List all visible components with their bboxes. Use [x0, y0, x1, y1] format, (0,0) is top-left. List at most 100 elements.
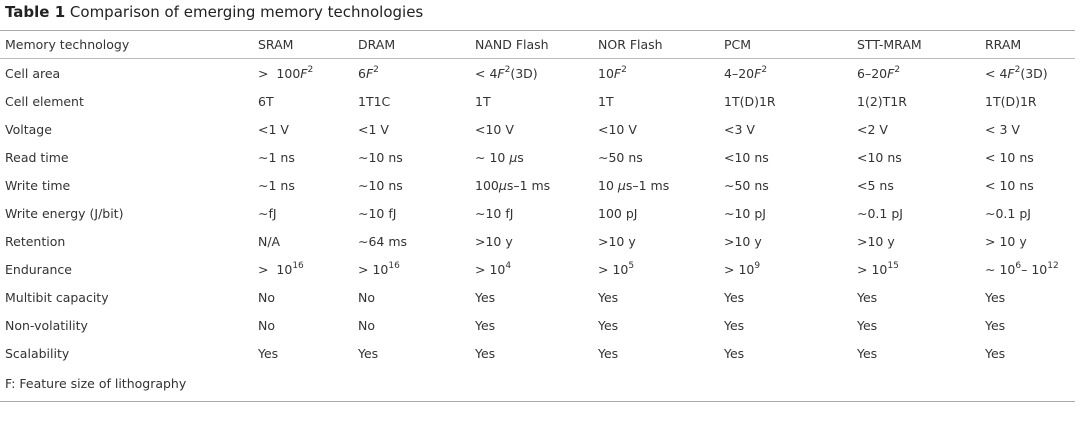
table-cell: >10 y [593, 227, 719, 255]
cell-text: 2 [621, 64, 627, 75]
cell-text: 1T(D)1R [724, 93, 776, 109]
cell-text: 5 [628, 260, 635, 271]
cell-text: >10 y [857, 233, 895, 249]
table-cell: Yes [852, 339, 980, 367]
table-label: Table 1 [5, 3, 66, 21]
table-cell: ∼1 ns [253, 143, 353, 171]
cell-text: 2 [307, 64, 314, 75]
table-cell: ∼10 fJ [353, 199, 470, 227]
cell-text: 15 [887, 260, 899, 271]
cell-text: 100 [475, 177, 499, 193]
table-cell: ∼ 106– 1012 [980, 255, 1075, 283]
cell-text: <1 V [258, 121, 289, 137]
cell-text: F [300, 65, 308, 81]
table-cell: 1T [593, 87, 719, 115]
cell-text: ∼64 ms [358, 233, 408, 249]
table-cell: 6T [253, 87, 353, 115]
cell-text: Yes [985, 289, 1006, 305]
table-cell: <10 V [593, 115, 719, 143]
cell-text: 16 [292, 260, 304, 271]
cell-text: Yes [598, 289, 619, 305]
table-cell: ∼50 ns [719, 171, 852, 199]
cell-text: F [365, 65, 374, 81]
table-cell: 1T(D)1R [719, 87, 852, 115]
cell-text: 2 [761, 64, 768, 75]
cell-text: No [358, 317, 375, 333]
table-row: Write time ∼1 ns ∼10 ns 100μs–1 ms 10 μs–1 m… [0, 171, 1075, 199]
cell-text: ∼50 ns [724, 177, 769, 193]
table-cell: Yes [593, 311, 719, 339]
cell-text: ∼10 fJ [475, 205, 514, 221]
cell-text: No [258, 289, 275, 305]
cell-text: 2 [504, 64, 511, 75]
table-cell: Yes [593, 339, 719, 367]
table-cell: > 10 y [980, 227, 1075, 255]
cell-text: <10 V [475, 121, 514, 137]
cell-text: 10 [598, 65, 614, 81]
table-caption: Table 1 Comparison of emerging memory te… [5, 3, 423, 21]
cell-text: > 10 y [985, 233, 1027, 249]
cell-text: (3D) [1020, 65, 1048, 81]
cell-text: 12 [1047, 260, 1059, 271]
cell-text: F [613, 65, 622, 81]
cell-text: Yes [475, 289, 496, 305]
table-cell: >10 y [470, 227, 593, 255]
cell-text: <10 V [598, 121, 637, 137]
row-label: Multibit capacity [5, 289, 109, 305]
cell-text: 6 [358, 65, 366, 81]
cell-text: Yes [724, 317, 745, 333]
cell-text: 2 [1014, 64, 1021, 75]
table-cell: < 3 V [980, 115, 1075, 143]
cell-text: Yes [475, 345, 496, 361]
table-row: Non-volatility No No Yes Yes Yes Yes Yes [0, 311, 1075, 339]
cell-text: > 100 [258, 65, 301, 81]
table-cell: Yes [353, 339, 470, 367]
table-cell: No [353, 311, 470, 339]
cell-text: Yes [724, 289, 745, 305]
cell-text: 1T(D)1R [985, 93, 1037, 109]
table-cell: No [253, 311, 353, 339]
table-row: Voltage <1 V <1 V <10 V <10 V <3 V <2 V < 3 V [0, 115, 1075, 143]
table-cell: < 10 ns [980, 171, 1075, 199]
cell-text: Yes [475, 317, 496, 333]
cell-text: <1 V [358, 121, 389, 137]
cell-text: <3 V [724, 121, 755, 137]
cell-text: 6T [258, 93, 274, 109]
cell-text: 1T [598, 93, 614, 109]
cell-text: 100 pJ [598, 205, 638, 221]
table-row: Endurance > 1016 > 1016 > 104 > 105 > 109 > 10… [0, 255, 1075, 283]
cell-text: No [258, 317, 275, 333]
table-cell: ∼10 fJ [470, 199, 593, 227]
table-cell: 6F2 [353, 59, 470, 88]
table-cell: ∼ 10 μs [470, 143, 593, 171]
table-cell: 10 μs–1 ms [593, 171, 719, 199]
footnote: F: Feature size of lithography [5, 376, 187, 391]
table-cell: Yes [980, 283, 1075, 311]
table-cell: > 109 [719, 255, 852, 283]
cell-text: ∼10 pJ [724, 205, 766, 221]
row-label: Read time [5, 149, 69, 165]
cell-text: ∼1 ns [258, 149, 295, 165]
table-cell: Yes [253, 339, 353, 367]
cell-text: > 10 [258, 261, 293, 277]
comparison-table: Memory technology SRAM DRAM NAND Flash NOR F… [0, 31, 1075, 367]
cell-text: > 10 [358, 261, 389, 277]
row-label: Voltage [5, 121, 52, 137]
cell-text: 10 [598, 177, 618, 193]
cell-text: 16 [388, 260, 400, 271]
cell-text: 6 [1015, 260, 1022, 271]
cell-text: ∼0.1 pJ [985, 205, 1031, 221]
cell-text: ∼10 fJ [358, 205, 397, 221]
column-header: NAND Flash [470, 31, 593, 59]
cell-text: > 10 [598, 261, 629, 277]
table-cell: Yes [719, 283, 852, 311]
table-row: Write energy (J/bit) ∼fJ ∼10 fJ ∼10 fJ 100 p… [0, 199, 1075, 227]
cell-text: ∼10 ns [358, 149, 403, 165]
table-cell: Yes [980, 311, 1075, 339]
table-cell: Yes [470, 311, 593, 339]
cell-text: < 10 ns [985, 149, 1034, 165]
row-label: Write time [5, 177, 71, 193]
cell-text: No [358, 289, 375, 305]
table-cell: 1T(D)1R [980, 87, 1075, 115]
cell-text: <5 ns [857, 177, 894, 193]
